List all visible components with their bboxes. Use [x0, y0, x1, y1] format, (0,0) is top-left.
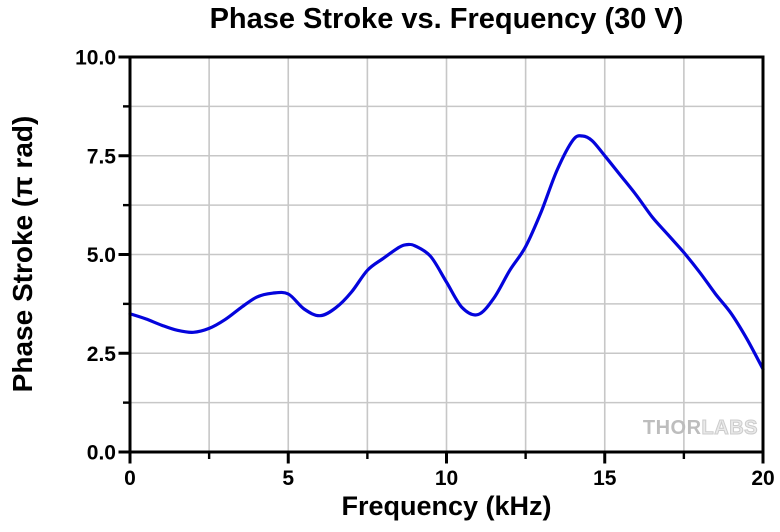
- data-curve: [128, 134, 765, 371]
- x-tick-label: 10: [435, 467, 458, 490]
- y-tick-label: 2.5: [87, 343, 117, 366]
- chart-title: Phase Stroke vs. Frequency (30 V): [209, 3, 684, 35]
- phase-stroke-curve: [128, 134, 765, 371]
- plot-frame: [128, 55, 765, 454]
- tick-labels: 0 5 10 15 20 0.0 2.5 5.0 7.5 10.0: [75, 47, 775, 491]
- y-tick-label: 7.5: [87, 145, 117, 168]
- axis-ticks: [118, 55, 765, 464]
- x-tick-label: 20: [751, 467, 774, 490]
- x-axis-title: Frequency (kHz): [341, 491, 552, 521]
- y-tick-label: 0.0: [87, 442, 116, 465]
- y-tick-label: 5.0: [87, 244, 116, 267]
- x-tick-label: 0: [124, 467, 136, 490]
- y-tick-label: 10.0: [75, 47, 116, 70]
- axis-frame: [128, 55, 765, 454]
- x-tick-label: 5: [282, 467, 294, 490]
- x-tick-label: 15: [593, 467, 617, 490]
- gridlines: [130, 57, 763, 452]
